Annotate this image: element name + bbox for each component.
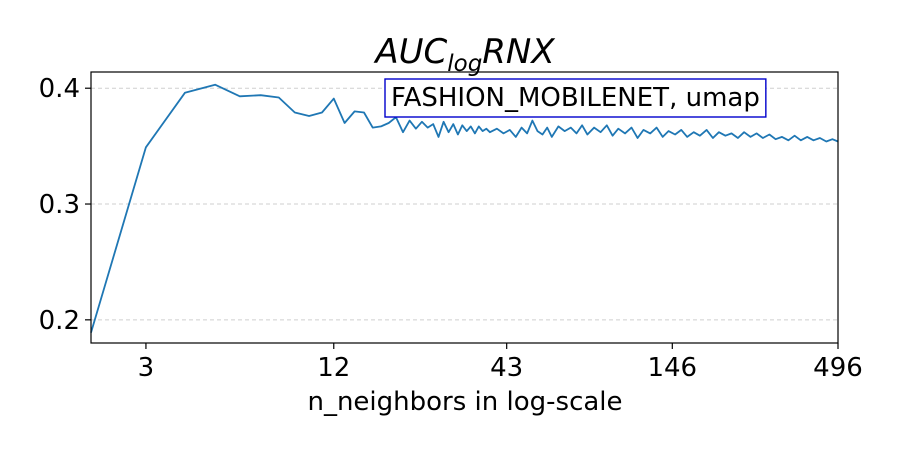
grid-lines (91, 87, 838, 321)
y-tick-label-2: 0.4 (39, 74, 80, 104)
x-tick-label-2: 43 (490, 353, 523, 383)
y-tick-label-0: 0.2 (39, 306, 80, 336)
series-line-0 (90, 83, 839, 333)
chart-title: AUClogRNX (373, 32, 555, 77)
plot-area (90, 83, 839, 333)
x-axis-ticks: 3 12 43 146 496 (138, 343, 863, 383)
y-tick-label-1: 0.3 (39, 190, 80, 220)
x-tick-label-1: 12 (317, 353, 350, 383)
x-tick-label-4: 496 (813, 353, 863, 383)
legend-box (384, 78, 767, 118)
x-axis-label: n_neighbors in log-scale (307, 387, 622, 417)
y-axis-ticks: 0.2 0.3 0.4 (39, 74, 91, 336)
chart-title-subscript: log (447, 51, 482, 77)
axes-frame (90, 71, 839, 344)
x-tick-label-0: 3 (138, 353, 155, 383)
legend: FASHION_MOBILENET, umap (384, 78, 767, 118)
chart-title-main: AUC (373, 32, 447, 72)
legend-label: FASHION_MOBILENET, umap (391, 83, 760, 113)
chart-title-tail: RNX (482, 32, 555, 72)
x-tick-label-3: 146 (647, 353, 697, 383)
